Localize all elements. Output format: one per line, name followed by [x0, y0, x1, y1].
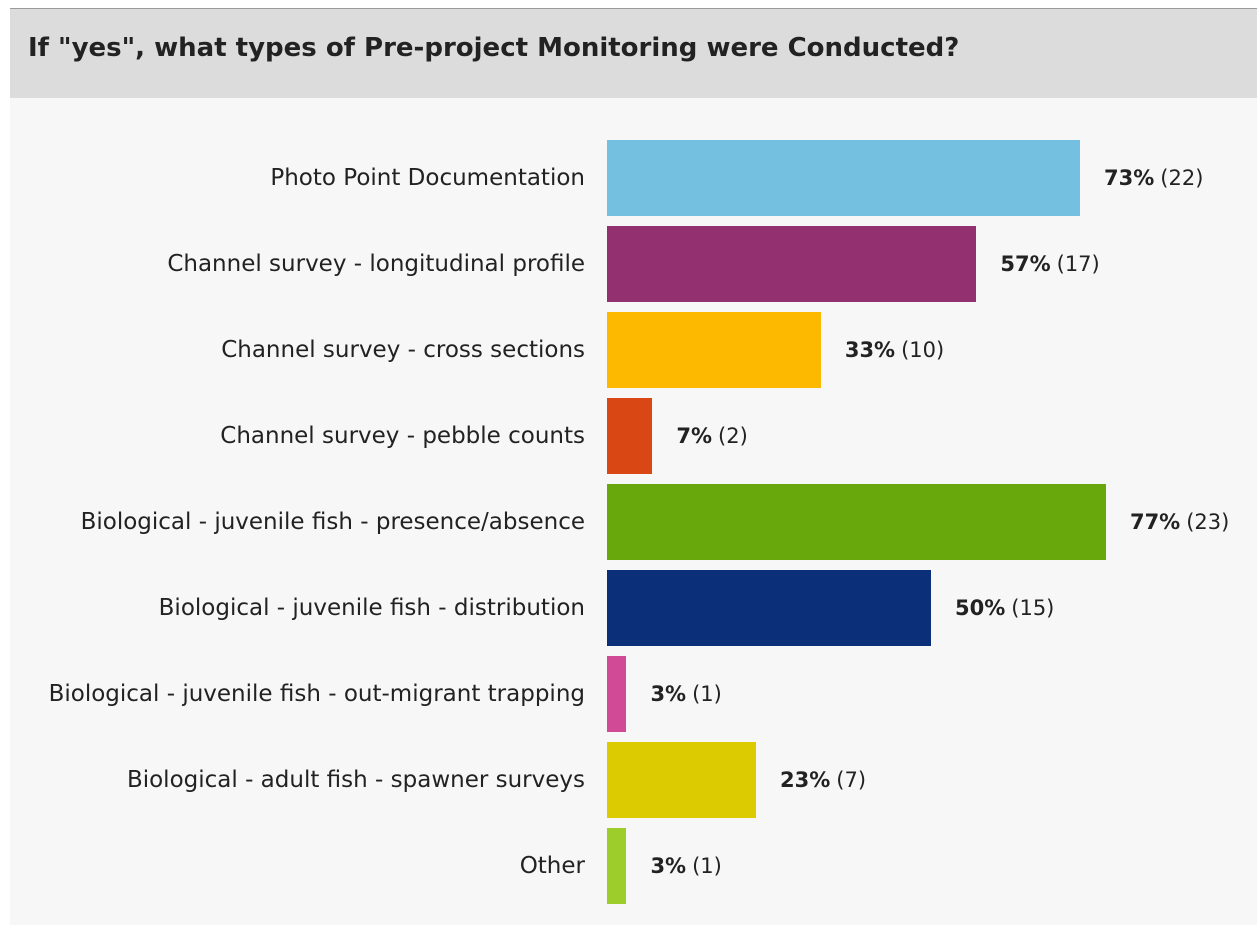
- value-count: (15): [1011, 596, 1055, 620]
- bar: [607, 226, 977, 302]
- value-percent: 73%: [1104, 166, 1155, 190]
- header: If "yes", what types of Pre-project Moni…: [10, 9, 1257, 98]
- value-percent: 33%: [844, 338, 896, 362]
- value-percent: 77%: [1129, 510, 1181, 534]
- bar: [607, 398, 653, 474]
- value-percent: 50%: [955, 596, 1006, 620]
- value-percent: 7%: [676, 424, 713, 448]
- value-percent: 3%: [650, 854, 687, 878]
- value-label: 7% (2): [676, 398, 747, 474]
- value-count: (1): [692, 682, 722, 706]
- bar: [607, 312, 821, 388]
- category-label: Biological - juvenile fish - distributio…: [158, 595, 585, 621]
- category-label: Photo Point Documentation: [270, 165, 585, 191]
- bar: [607, 742, 757, 818]
- category-label: Channel survey - pebble counts: [220, 423, 585, 449]
- value-percent: 23%: [780, 768, 831, 792]
- bar: [607, 484, 1106, 560]
- category-label: Biological - adult fish - spawner survey…: [126, 767, 585, 793]
- category-label: Other: [519, 853, 585, 879]
- value-count: (10): [901, 338, 945, 362]
- value-count: (17): [1056, 252, 1100, 276]
- value-label: 50% (15): [955, 570, 1054, 646]
- bar: [607, 140, 1081, 216]
- value-count: (2): [718, 424, 748, 448]
- bar: [607, 828, 627, 904]
- category-label: Biological - juvenile fish - out-migrant…: [48, 681, 585, 707]
- value-label: 77% (23): [1130, 484, 1229, 560]
- value-label: 33% (10): [845, 312, 944, 388]
- bar: [607, 570, 931, 646]
- chart: If "yes", what types of Pre-project Moni…: [10, 8, 1257, 925]
- value-label: 3% (1): [650, 828, 721, 904]
- category-label: Channel survey - cross sections: [221, 337, 585, 363]
- value-count: (7): [836, 768, 867, 792]
- value-label: 57% (17): [1000, 226, 1099, 302]
- value-label: 3% (1): [650, 656, 721, 732]
- chart-title: If "yes", what types of Pre-project Moni…: [28, 33, 960, 63]
- bar: [607, 656, 627, 732]
- value-count: (1): [692, 854, 722, 878]
- category-label: Biological - juvenile fish - presence/ab…: [80, 509, 585, 535]
- value-percent: 57%: [1000, 252, 1051, 276]
- value-percent: 3%: [650, 682, 687, 706]
- category-label: Channel survey - longitudinal profile: [167, 251, 585, 277]
- value-count: (22): [1160, 166, 1204, 190]
- value-label: 73% (22): [1104, 140, 1203, 216]
- value-label: 23% (7): [780, 742, 866, 818]
- value-count: (23): [1186, 510, 1230, 534]
